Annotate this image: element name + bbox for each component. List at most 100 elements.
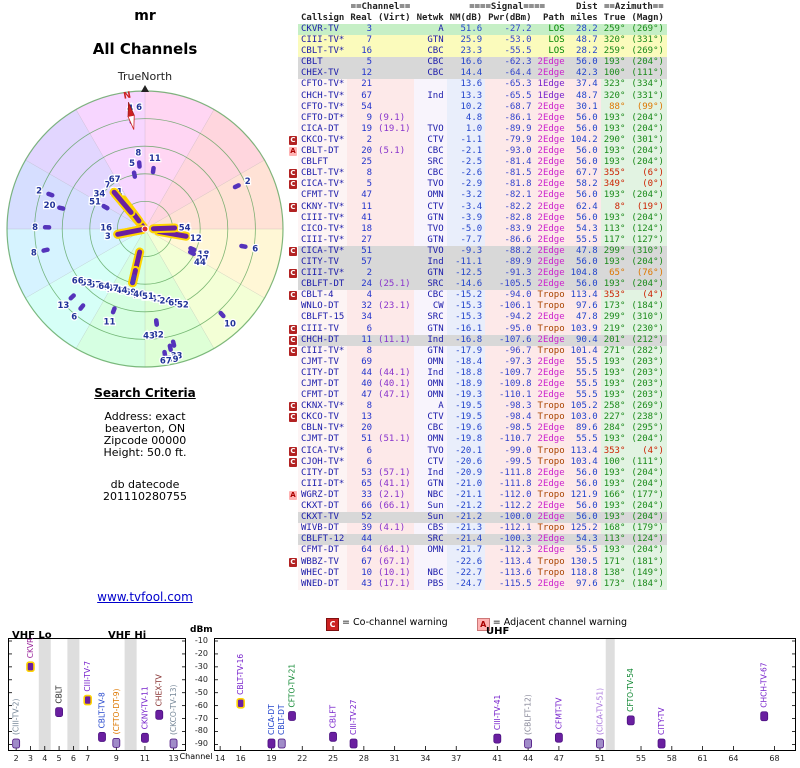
callsign-cell: CKXT-DT (298, 501, 348, 513)
magnetic-azimuth-cell: (203°) (628, 379, 667, 391)
distance-cell: 67.7 (567, 168, 601, 180)
pwr-cell: -27.2 (485, 24, 535, 36)
signal-marker (26, 661, 35, 673)
nm-cell: -9.3 (446, 245, 486, 257)
virtual-channel-cell (375, 323, 414, 335)
col-netwk: Netwk (416, 13, 444, 23)
network-cell: Ind (413, 334, 447, 346)
path-cell: 2Edge (534, 168, 568, 180)
warning-flag-cell (288, 223, 298, 235)
nm-cell: -3.2 (446, 190, 486, 202)
real-channel-cell: 11 (347, 334, 376, 346)
distance-cell: 89.6 (567, 423, 601, 435)
distance-cell: 97.6 (567, 301, 601, 313)
network-cell: CBC (413, 146, 447, 158)
warning-flag-cell (288, 123, 298, 135)
magnetic-azimuth-cell: (204°) (628, 123, 667, 135)
distance-cell: 130.5 (567, 556, 601, 568)
callsign-cell: CIII-TV* (298, 345, 348, 357)
dbm-tick-label: -90 (194, 739, 208, 749)
nm-cell: -1.1 (446, 134, 486, 147)
magnetic-azimuth-cell: (204°) (628, 279, 667, 291)
pwr-cell: -62.3 (485, 57, 535, 69)
warning-flag-cell (288, 578, 298, 590)
virtual-channel-cell (375, 512, 414, 524)
no-signal-stripe (605, 639, 615, 750)
channel-label: 20 (44, 201, 56, 211)
magnetic-azimuth-cell: (310°) (628, 245, 667, 257)
dbm-tick-label: -70 (194, 713, 208, 723)
channel-label: 11 (104, 318, 116, 328)
signal-spoke (101, 203, 110, 211)
tvfool-link[interactable]: www.tvfool.com (97, 590, 193, 604)
path-cell: 2Edge (534, 334, 568, 346)
pwr-cell: -86.1 (485, 112, 535, 124)
callsign-cell: CFMT-TV (298, 190, 348, 202)
callsign-cell: CBLFT-15 (298, 312, 348, 324)
co-channel-flag: C (289, 457, 297, 467)
path-cell: 2Edge (534, 212, 568, 224)
magnetic-azimuth-cell: (238°) (628, 412, 667, 424)
callsign-cell: CKNY-TV* (298, 201, 348, 213)
table-row: C CHCH-DT 11 (11.1) Ind -16.8 -107.6 2Edge 90.4 2… (288, 334, 667, 346)
path-cell: 2Edge (534, 245, 568, 257)
channel-label: 2 (245, 177, 251, 187)
warning-flag-cell: C (288, 556, 298, 568)
dbm-tick-label: -30 (194, 661, 208, 671)
distance-cell: 54.3 (567, 223, 601, 235)
table-row: A CBLT-DT 20 (5.1) CBC -2.1 -93.0 2Edge 56.0 193°… (288, 146, 667, 158)
signal-spoke (115, 227, 145, 237)
signal-marker (626, 715, 635, 726)
real-channel-cell: 6 (347, 323, 376, 335)
table-row: C WBBZ-TV 67 (67.1) -22.6 -113.4 Tropo 130.5 171… (288, 556, 667, 568)
nm-cell: -21.1 (446, 489, 486, 502)
table-row: CITY-TV 57 Ind -11.1 -89.9 2Edge 56.0 193° (204°… (288, 256, 667, 269)
virtual-channel-cell (375, 312, 414, 324)
station-label: CITY-TV (657, 707, 666, 735)
warning-flag-cell (288, 35, 298, 47)
channel-label: 34 (93, 189, 105, 199)
virtual-channel-cell: (5.1) (375, 146, 414, 158)
distance-cell: 105.2 (567, 401, 601, 413)
channel-tick-label: 4 (42, 754, 47, 763)
channel-label: 25 (142, 293, 154, 303)
true-north-marker (141, 85, 149, 92)
callsign-cell: CBLT-DT (298, 146, 348, 158)
channel-tick-label: 64 (728, 754, 738, 763)
network-cell: SRC (413, 534, 447, 546)
virtual-channel-cell (375, 245, 414, 257)
distance-cell: 103.4 (567, 456, 601, 468)
channel-label: 7 (105, 181, 111, 191)
path-cell: LOS (534, 24, 568, 36)
warning-flag-cell (288, 256, 298, 269)
callsign-cell: CBLN-TV* (298, 423, 348, 435)
table-row: CFTO-TV* 21 13.6 -65.3 1Edge 37.4 323° (334°) (288, 79, 667, 91)
network-cell: CBC (413, 168, 447, 180)
warning-flag-cell: A (288, 489, 298, 502)
magnetic-azimuth-cell: (204°) (628, 112, 667, 124)
magnetic-azimuth-cell: (204°) (628, 190, 667, 202)
callsign-cell: WGRZ-DT (298, 489, 348, 502)
signal-spoke (110, 306, 117, 315)
magnetic-azimuth-cell: (331°) (628, 90, 667, 102)
warning-flag-cell (288, 501, 298, 513)
magnetic-azimuth-cell: (149°) (628, 567, 667, 579)
co-channel-flag: C (289, 335, 297, 345)
channel-label: 67 (109, 175, 121, 185)
path-cell: 1Edge (534, 79, 568, 91)
pwr-cell: -91.3 (485, 268, 535, 280)
nm-cell: 13.6 (446, 79, 486, 91)
warning-flag-cell (288, 212, 298, 224)
table-group-header-row: ==Channel== ====Signal==== Dist ==Azimut… (288, 2, 667, 13)
chart-legend: C = Co-channel warning A = Adjacent chan… (326, 617, 627, 631)
real-channel-cell: 2 (347, 268, 376, 280)
co-channel-flag: C (289, 169, 297, 179)
channel-label: 47 (98, 282, 110, 292)
virtual-channel-cell (375, 101, 414, 113)
table-row: CIII-TV* 41 GTN -3.9 -82.8 2Edge 56.0 193° (204°… (288, 212, 667, 224)
table-row: CFMT-DT 64 (64.1) OMN -21.7 -112.3 2Edge 55.5 19… (288, 545, 667, 557)
magnetic-azimuth-cell: (295°) (628, 423, 667, 435)
magnetic-azimuth-cell: (179°) (628, 523, 667, 535)
network-cell: TVO (413, 445, 447, 457)
no-signal-stripe (124, 639, 137, 750)
